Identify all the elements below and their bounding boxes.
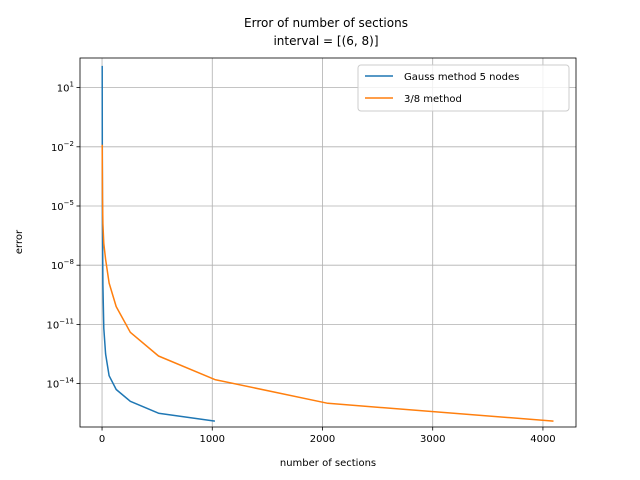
chart-subtitle: interval = [(6, 8)] <box>273 34 378 48</box>
legend-label-3-8: 3/8 method <box>404 94 462 105</box>
legend: Gauss method 5 nodes 3/8 method <box>357 64 570 112</box>
series-line-1 <box>101 144 554 422</box>
x-tick-label: 3000 <box>420 434 445 445</box>
y-tick-label: 10−11 <box>46 317 74 331</box>
chart-title: Error of number of sections <box>244 16 408 30</box>
y-tick-label: 101 <box>57 81 74 95</box>
legend-box <box>357 64 570 112</box>
x-tick-label: 4000 <box>530 434 555 445</box>
x-tick-label: 1000 <box>200 434 225 445</box>
plot-area-frame <box>79 57 577 428</box>
x-axis-label: number of sections <box>280 458 376 469</box>
axis-ticks: 0 1000 2000 3000 4000 101 10−2 10−5 10−8 10−11 10−… <box>46 81 555 445</box>
y-tick-label: 10−2 <box>51 140 74 154</box>
y-tick-label: 10−8 <box>51 258 74 272</box>
x-tick-label: 0 <box>99 434 105 445</box>
x-tick-label: 2000 <box>310 434 335 445</box>
series-layer <box>101 65 554 422</box>
y-tick-label: 10−14 <box>46 377 74 391</box>
grid-lines <box>80 58 576 427</box>
legend-label-gauss: Gauss method 5 nodes <box>404 72 519 83</box>
y-tick-label: 10−5 <box>51 199 74 213</box>
y-axis-label: error <box>14 229 25 254</box>
